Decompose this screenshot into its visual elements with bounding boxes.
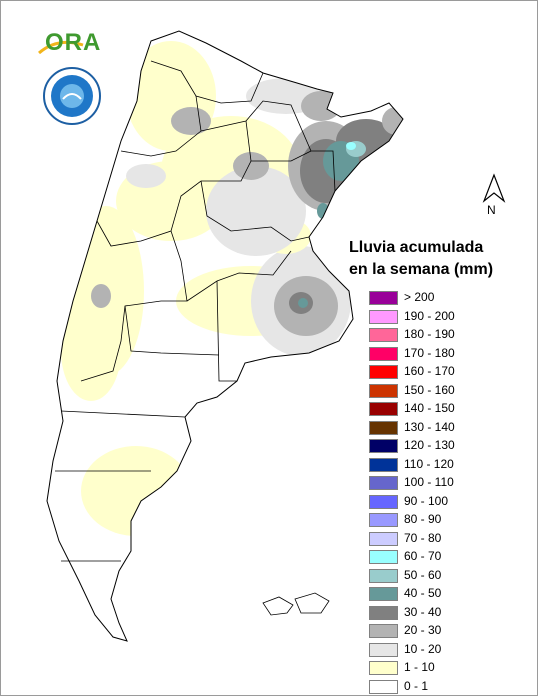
legend-swatch: [369, 587, 398, 601]
legend-label: 140 - 150: [404, 401, 455, 415]
legend-swatch: [369, 402, 398, 416]
smn-seal-icon: [43, 67, 101, 125]
legend-title-line2: en la semana (mm): [349, 261, 494, 278]
legend-swatch: [369, 568, 398, 583]
legend-label: 180 - 190: [404, 327, 455, 341]
legend-swatch: [369, 457, 398, 472]
province-boundaries: [55, 60, 336, 562]
ora-logo: ORA: [45, 29, 102, 56]
legend-label: 170 - 180: [404, 345, 455, 360]
legend-swatch: [369, 328, 398, 342]
legend-swatch: [369, 365, 398, 379]
legend-swatch: [369, 679, 398, 694]
legend-swatch: [369, 494, 398, 509]
legend-swatch: [369, 476, 398, 490]
legend-label: 60 - 70: [404, 549, 442, 563]
legend-label: 100 - 110: [404, 475, 454, 489]
legend-label: 190 - 200: [404, 308, 455, 323]
legend-label: 110 - 120: [404, 456, 454, 471]
legend-swatch: [369, 439, 398, 453]
legend-swatch: [369, 291, 398, 305]
legend-label: 70 - 80: [404, 530, 442, 545]
legend-label: 50 - 60: [404, 567, 442, 582]
legend-swatch: [369, 642, 398, 657]
legend-label: 10 - 20: [404, 641, 442, 656]
malvinas-islands: [262, 592, 330, 616]
north-arrow-label: N: [487, 203, 496, 217]
legend-label: 0 - 1: [404, 678, 429, 693]
legend-swatch: [369, 550, 398, 564]
legend-label: 150 - 160: [404, 382, 455, 397]
legend-label: 40 - 50: [404, 586, 442, 600]
legend-title: Lluvia acumulada en la semana (mm): [349, 237, 529, 281]
legend-swatch: [369, 309, 398, 324]
legend-swatch: [369, 624, 398, 638]
legend-title-line1: Lluvia acumulada: [349, 239, 484, 256]
north-arrow-icon: [482, 173, 506, 203]
legend-label: 20 - 30: [404, 623, 442, 637]
legend-swatch: [369, 661, 398, 675]
legend-swatch: [369, 513, 398, 527]
legend-label: 130 - 140: [404, 419, 455, 434]
legend-swatch: [369, 420, 398, 435]
legend-label: 80 - 90: [404, 512, 442, 526]
legend-swatch: [369, 531, 398, 546]
legend-label: 1 - 10: [404, 660, 435, 674]
legend-label: 160 - 170: [404, 364, 455, 378]
ora-logo-swoosh-icon: [38, 40, 84, 55]
legend-swatch: [369, 346, 398, 361]
legend-label: 90 - 100: [404, 493, 449, 508]
legend-label: 120 - 130: [404, 438, 455, 452]
legend-label: 30 - 40: [404, 604, 442, 619]
legend-swatch: [369, 383, 398, 398]
legend-swatch: [369, 605, 398, 620]
legend-label: > 200: [404, 290, 435, 304]
